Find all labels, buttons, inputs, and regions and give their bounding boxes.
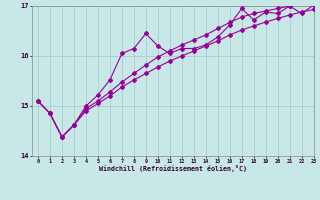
X-axis label: Windchill (Refroidissement éolien,°C): Windchill (Refroidissement éolien,°C) [99,165,247,172]
